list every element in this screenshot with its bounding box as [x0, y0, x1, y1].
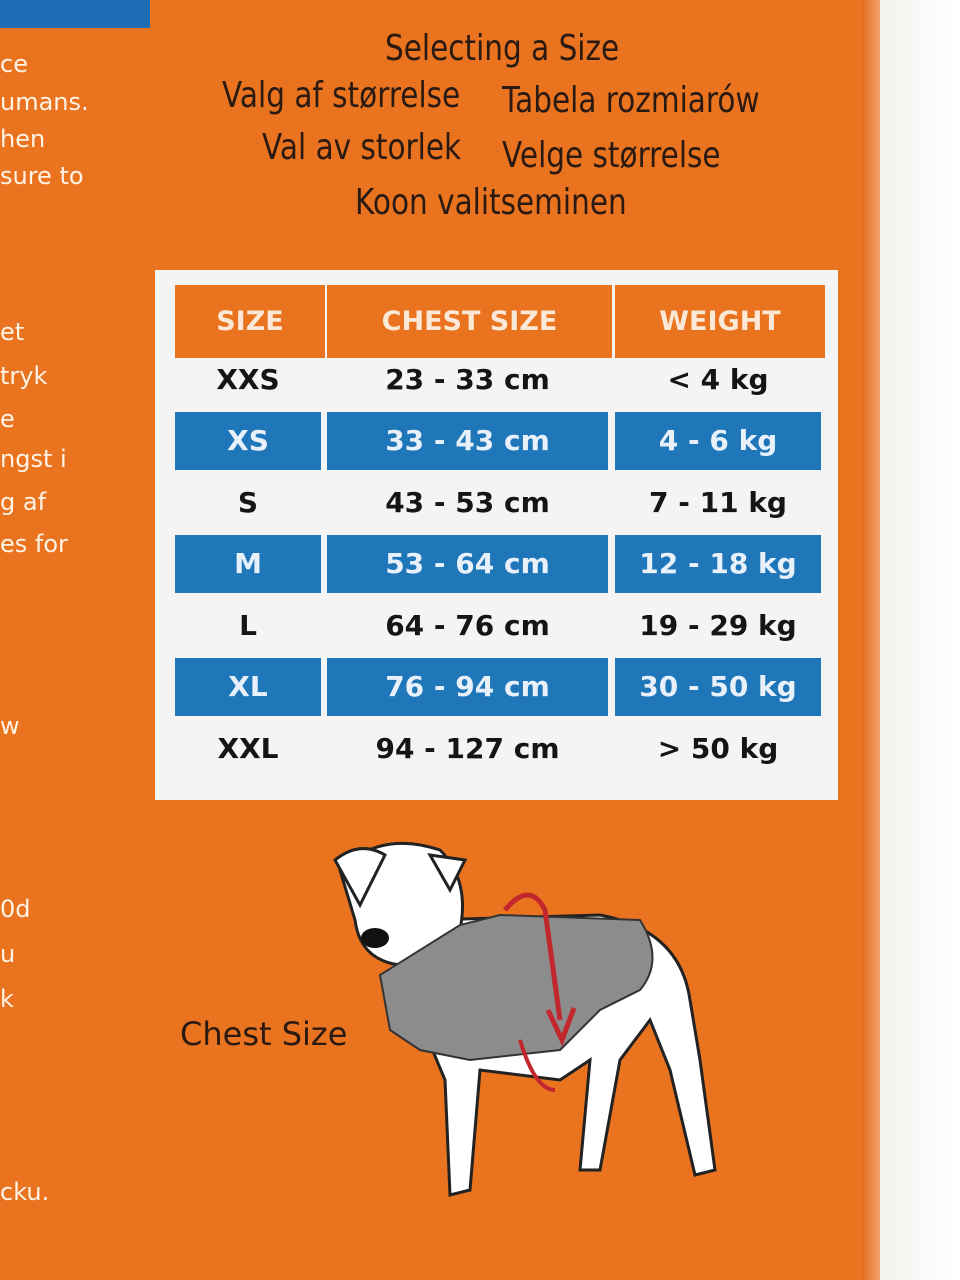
table-cell: 43 - 53 cm	[385, 485, 550, 519]
side-text: umans.	[0, 88, 89, 116]
table-cell: 23 - 33 cm	[385, 362, 550, 396]
table-cell: 4 - 6 kg	[615, 411, 821, 470]
logo-strip	[0, 0, 150, 28]
table-cell: 12 - 18 kg	[615, 534, 821, 593]
side-text: cku.	[0, 1178, 50, 1206]
heading-line: Selecting a Size	[385, 28, 620, 69]
heading-line: Val av storlek	[262, 127, 462, 168]
side-text: ngst i	[0, 445, 67, 473]
table-cell: 19 - 29 kg	[639, 608, 797, 642]
table-cell: L	[239, 608, 257, 642]
side-text: g af	[0, 488, 47, 516]
side-text: u	[0, 940, 16, 968]
table-cell: XS	[175, 411, 321, 470]
side-text: 0d	[0, 895, 31, 923]
table-cell: 76 - 94 cm	[327, 657, 608, 716]
side-text: ce	[0, 50, 28, 78]
side-text: w	[0, 712, 20, 740]
heading-line: Tabela rozmiarów	[502, 80, 760, 121]
header-cell: WEIGHT	[615, 285, 825, 360]
table-cell: 30 - 50 kg	[615, 657, 821, 716]
header-cell: SIZE	[175, 285, 325, 360]
table-cell: 64 - 76 cm	[385, 608, 550, 642]
size-table: SIZE CHEST SIZE WEIGHT XXS 23 - 33 cm < 4 kg X…	[155, 270, 838, 800]
table-cell: XXL	[217, 731, 279, 765]
table-cell: XXS	[216, 362, 280, 396]
table-cell: > 50 kg	[657, 731, 779, 765]
side-text: k	[0, 985, 14, 1013]
side-text: hen	[0, 125, 46, 153]
background-wall	[880, 0, 960, 1280]
table-cell: XL	[175, 657, 321, 716]
side-text: sure to	[0, 162, 84, 190]
heading-line: Valg af størrelse	[222, 75, 461, 116]
heading-line: Velge størrelse	[502, 135, 721, 176]
table-cell: 33 - 43 cm	[327, 411, 608, 470]
table-cell: 94 - 127 cm	[375, 731, 560, 765]
side-text: e	[0, 405, 15, 433]
table-cell: < 4 kg	[667, 362, 769, 396]
box-edge	[862, 0, 880, 1280]
table-cell: 53 - 64 cm	[327, 534, 608, 593]
heading-line: Koon valitseminen	[355, 182, 627, 223]
table-cell: 7 - 11 kg	[649, 485, 787, 519]
side-text: et	[0, 318, 25, 346]
side-text: es for	[0, 530, 68, 558]
header-cell: CHEST SIZE	[327, 285, 612, 360]
table-cell: S	[237, 485, 259, 519]
diagram-label: Chest Size	[180, 1015, 348, 1053]
side-text: tryk	[0, 362, 48, 390]
table-cell: M	[175, 534, 321, 593]
